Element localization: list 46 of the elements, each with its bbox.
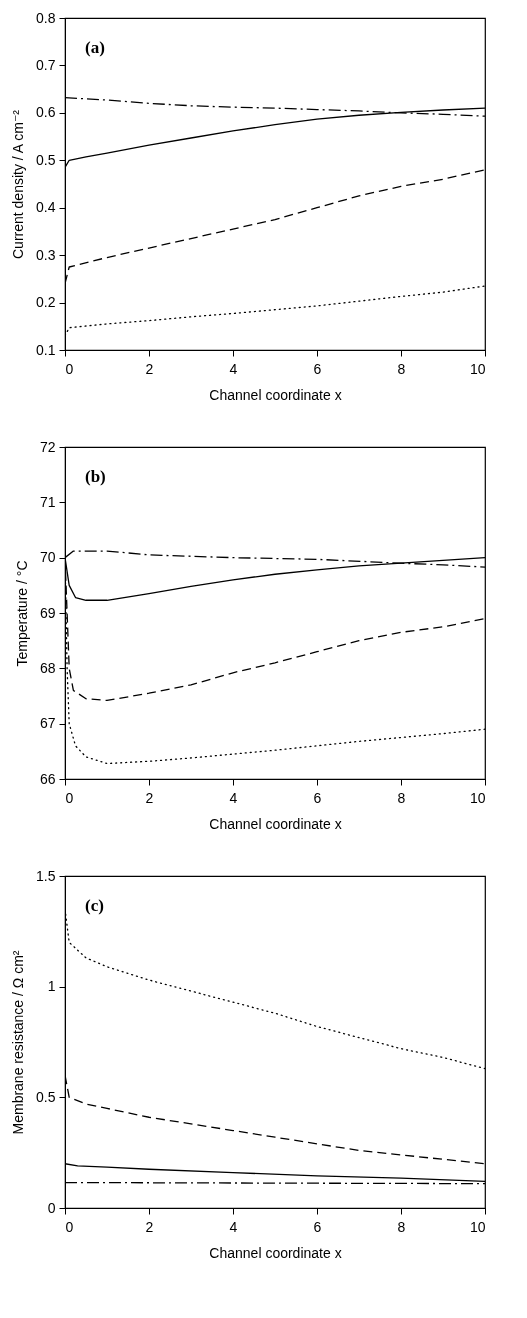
x-tick-label: 2 [145,789,154,806]
y-tick-label: 0.5 [36,1088,56,1105]
y-tick-label: 0.2 [36,294,56,311]
annotation: (a) [85,38,105,57]
x-axis-title: Channel coordinate x [209,386,342,403]
y-tick-label: 0.5 [36,151,56,168]
x-tick-label: 2 [145,360,154,377]
y-tick-label: 1.5 [36,867,56,884]
y-axis-title: Temperature / °C [13,560,30,667]
y-tick-label: 0.8 [36,9,56,26]
y-tick-label: 1 [47,978,56,995]
y-tick-label: 0.1 [36,341,56,358]
x-tick-label: 0 [65,360,74,377]
y-tick-label: 66 [39,770,56,787]
y-tick-label: 71 [39,493,56,510]
y-axis-title: Membrane resistance / Ω cm² [10,950,27,1135]
y-tick-label: 0 [47,1199,56,1216]
y-tick-label: 0.7 [36,56,56,73]
y-tick-label: 0.4 [36,199,56,216]
x-tick-label: 10 [469,360,486,377]
x-tick-label: 0 [65,789,74,806]
y-tick-label: 69 [39,604,56,621]
annotation: (b) [85,467,106,486]
x-tick-label: 6 [313,789,322,806]
x-tick-label: 8 [397,360,406,377]
x-axis-title: Channel coordinate x [209,815,342,832]
y-tick-label: 67 [39,715,56,732]
x-axis-title: Channel coordinate x [209,1244,342,1261]
x-tick-label: 2 [145,1218,154,1235]
annotation: (c) [85,896,104,915]
y-axis-title: Current density / A cm⁻² [10,109,27,259]
x-tick-label: 4 [229,1218,238,1235]
x-tick-label: 10 [469,789,486,806]
x-tick-label: 6 [313,360,322,377]
x-tick-label: 8 [397,1218,406,1235]
y-tick-label: 68 [39,659,56,676]
y-tick-label: 0.6 [36,104,56,121]
x-tick-label: 4 [229,789,238,806]
x-tick-label: 6 [313,1218,322,1235]
y-tick-label: 0.3 [36,246,56,263]
y-tick-label: 70 [39,549,56,566]
x-tick-label: 0 [65,1218,74,1235]
x-tick-label: 8 [397,789,406,806]
x-tick-label: 4 [229,360,238,377]
y-tick-label: 72 [39,438,56,455]
x-tick-label: 10 [469,1218,486,1235]
